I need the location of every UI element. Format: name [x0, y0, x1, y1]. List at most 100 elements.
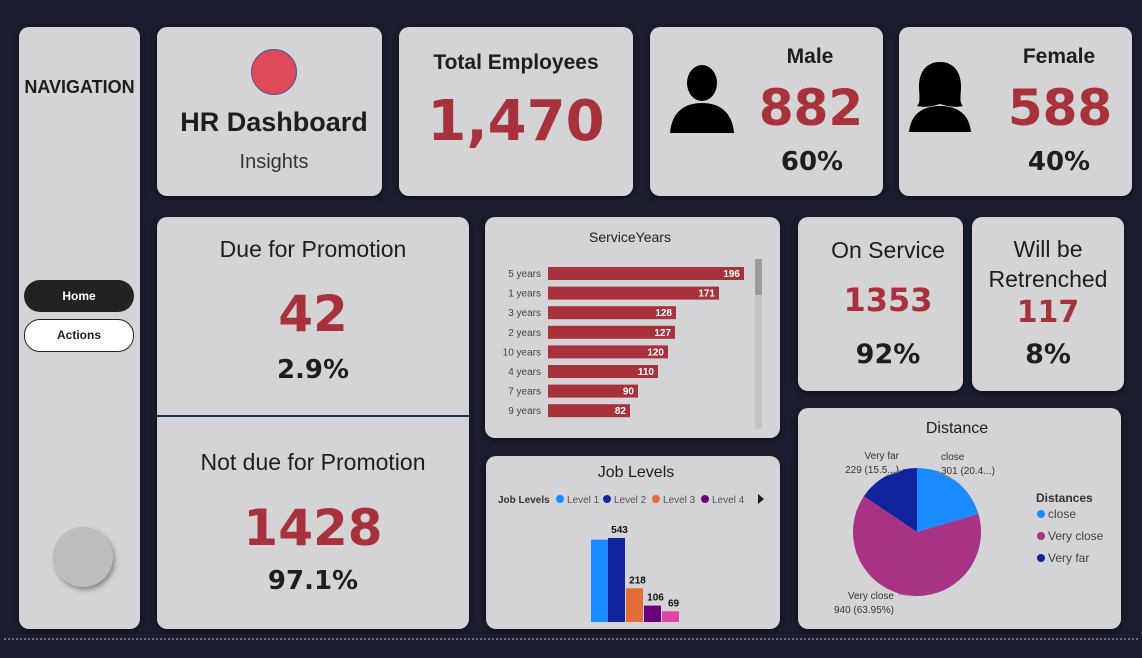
- job-levels-data-label: 218: [629, 575, 646, 586]
- home-button[interactable]: Home: [24, 280, 134, 312]
- job-levels-bar[interactable]: [608, 538, 625, 622]
- service-years-bar[interactable]: [548, 404, 630, 418]
- distance-chart: Distance close 301 (20.4...) Very close 940…: [834, 420, 1104, 616]
- retrenched-label-line1: Will be: [1013, 236, 1083, 262]
- male-value: 882: [758, 79, 864, 137]
- distance-slice-value-label: 301 (20.4...): [941, 466, 995, 477]
- distance-pie-slice[interactable]: [853, 496, 981, 596]
- job-levels-legend-marker: [652, 495, 660, 503]
- job-levels-legend-label[interactable]: Level 3: [663, 495, 696, 506]
- job-levels-bar[interactable]: [662, 611, 679, 622]
- service-years-scrollbar-thumb[interactable]: [755, 259, 762, 295]
- service-years-card: ServiceYears 5 years 196 1 years 171 3 years…: [485, 217, 780, 438]
- service-years-scrollbar-track[interactable]: [755, 259, 762, 429]
- service-years-tick-label: 2 years: [508, 328, 541, 339]
- job-levels-bar[interactable]: [591, 539, 608, 622]
- total-employees-value: 1,470: [427, 89, 605, 154]
- distance-legend-marker: [1037, 532, 1045, 540]
- service-years-data-label: 171: [698, 289, 715, 300]
- distance-slice-value-label: 940 (63.95%): [834, 605, 894, 616]
- dashboard-title: HR Dashboard: [180, 107, 368, 137]
- navigation-panel: NAVIGATION Home Actions: [19, 27, 140, 629]
- job-levels-legend-label[interactable]: Level 2: [614, 495, 647, 506]
- service-years-bar[interactable]: [548, 384, 638, 398]
- job-levels-title: Job Levels: [598, 464, 675, 481]
- navigation-title: NAVIGATION: [24, 77, 135, 97]
- promotion-divider: [157, 415, 469, 417]
- service-years-data-label: 196: [723, 269, 740, 280]
- distance-leader-line: [897, 593, 908, 596]
- service-years-data-label: 90: [623, 387, 635, 398]
- distance-legend-marker: [1037, 510, 1045, 518]
- not-due-promotion-label: Not due for Promotion: [200, 449, 426, 475]
- job-levels-legend-marker: [603, 495, 611, 503]
- service-years-bar[interactable]: [548, 286, 719, 300]
- job-levels-legend-label[interactable]: Level 1: [567, 495, 600, 506]
- distance-leader-line: [886, 469, 904, 476]
- promotion-card: Due for Promotion 42 2.9% Not due for Pr…: [157, 217, 469, 629]
- retrenched-label-line2: Retrenched: [988, 266, 1108, 292]
- service-years-tick-label: 7 years: [508, 387, 541, 398]
- service-years-tick-label: 10 years: [503, 347, 541, 358]
- distance-pie-slice[interactable]: [917, 468, 979, 532]
- service-years-tick-label: 5 years: [508, 269, 541, 280]
- job-levels-data-label: 543: [611, 525, 628, 536]
- job-levels-legend-marker: [701, 495, 709, 503]
- male-card: Male 882 60%: [650, 27, 883, 196]
- job-levels-bar[interactable]: [644, 605, 661, 622]
- male-person-icon: [670, 65, 734, 133]
- job-levels-bar[interactable]: [626, 588, 643, 622]
- service-years-data-label: 82: [615, 406, 627, 417]
- job-levels-legend-title: Job Levels: [498, 495, 550, 506]
- service-years-data-label: 110: [638, 367, 655, 378]
- service-years-data-label: 127: [654, 328, 671, 339]
- distance-legend-label[interactable]: close: [1048, 507, 1076, 521]
- distance-legend-label[interactable]: Very far: [1048, 551, 1089, 565]
- job-levels-chart: Job Levels Job Levels Level 1 Level 2 Leve…: [498, 464, 764, 622]
- nav-circle-button[interactable]: [53, 527, 113, 587]
- bottom-dotted-divider: [4, 638, 1138, 640]
- distance-pie-slice[interactable]: [863, 468, 917, 532]
- job-levels-legend-label[interactable]: Level 4: [712, 495, 745, 506]
- service-years-data-label: 120: [647, 347, 664, 358]
- service-years-tick-label: 4 years: [508, 367, 541, 378]
- due-promotion-label: Due for Promotion: [219, 236, 407, 262]
- total-employees-label: Total Employees: [433, 51, 599, 74]
- actions-button[interactable]: Actions: [24, 319, 134, 352]
- total-employees-card: Total Employees 1,470: [399, 27, 633, 196]
- job-levels-data-label: 106: [647, 593, 664, 604]
- legend-next-arrow-icon[interactable]: [758, 494, 764, 504]
- service-years-title: ServiceYears: [589, 229, 671, 245]
- on-service-card: On Service 1353 92%: [798, 217, 963, 391]
- service-years-bar[interactable]: [548, 306, 676, 320]
- due-promotion-value: 42: [278, 285, 348, 343]
- job-levels-data-label: 69: [668, 598, 680, 609]
- distance-slice-value-label: 229 (15.5...): [845, 465, 899, 476]
- distance-legend-title: Distances: [1036, 491, 1093, 505]
- male-label: Male: [786, 45, 834, 68]
- job-levels-card: Job Levels Job Levels Level 1 Level 2 Leve…: [486, 456, 780, 629]
- service-years-data-label: 128: [655, 308, 672, 319]
- female-person-icon: [909, 62, 971, 132]
- not-due-promotion-percent: 97.1%: [267, 566, 359, 596]
- service-years-bar[interactable]: [548, 345, 668, 359]
- distance-leader-line: [936, 470, 956, 482]
- female-label: Female: [1022, 45, 1096, 68]
- distance-title: Distance: [926, 420, 988, 437]
- not-due-promotion-value: 1428: [243, 499, 383, 557]
- distance-legend-label[interactable]: Very close: [1048, 529, 1104, 543]
- retrenched-percent: 8%: [1025, 339, 1071, 370]
- service-years-tick-label: 1 years: [508, 289, 541, 300]
- dashboard-subtitle: Insights: [239, 151, 309, 173]
- distance-card: Distance close 301 (20.4...) Very close 940…: [798, 408, 1121, 629]
- due-promotion-percent: 2.9%: [276, 355, 350, 385]
- distance-slice-label: Very close: [848, 591, 895, 602]
- distance-slice-label: close: [941, 452, 965, 463]
- title-card: HR Dashboard Insights: [157, 27, 382, 196]
- service-years-bar[interactable]: [548, 365, 658, 378]
- distance-legend-marker: [1037, 554, 1045, 562]
- service-years-bar[interactable]: [548, 267, 744, 280]
- on-service-value: 1353: [843, 281, 933, 319]
- service-years-chart: ServiceYears 5 years 196 1 years 171 3 years…: [503, 229, 762, 429]
- service-years-bar[interactable]: [548, 325, 675, 339]
